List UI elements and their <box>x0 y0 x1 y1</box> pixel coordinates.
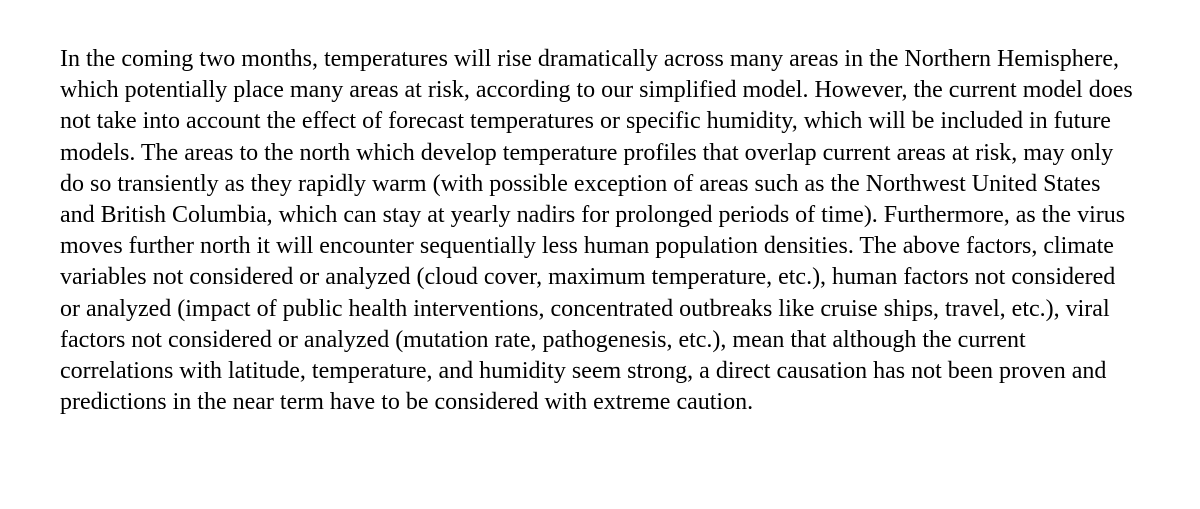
document-page: In the coming two months, temperatures w… <box>0 0 1200 462</box>
body-paragraph: In the coming two months, temperatures w… <box>60 44 1140 418</box>
